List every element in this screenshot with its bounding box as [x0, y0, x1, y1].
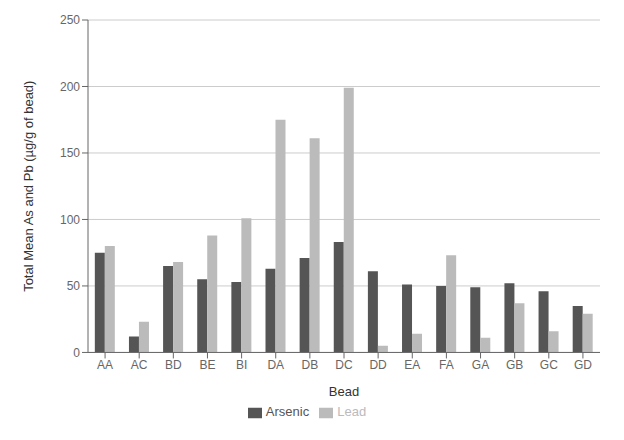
svg-text:GB: GB: [506, 358, 523, 372]
svg-text:DA: DA: [267, 358, 284, 372]
svg-text:GC: GC: [540, 358, 558, 372]
svg-text:GD: GD: [574, 358, 592, 372]
svg-text:DB: DB: [302, 358, 319, 372]
svg-text:BD: BD: [165, 358, 182, 372]
svg-text:AC: AC: [131, 358, 148, 372]
svg-text:0: 0: [73, 346, 80, 360]
svg-text:200: 200: [60, 80, 80, 94]
html-text:Lead: Lead: [337, 404, 367, 420]
svg-text:Bead: Bead: [329, 384, 359, 399]
svg-text:BE: BE: [199, 358, 215, 372]
svg-text:DD: DD: [369, 358, 387, 372]
svg-text:EA: EA: [404, 358, 420, 372]
svg-text:FA: FA: [439, 358, 454, 372]
html-text:Arsenic: Arsenic: [265, 404, 310, 420]
svg-text:250: 250: [60, 13, 80, 27]
svg-text:Total Mean As and Pb (µg/g of: Total Mean As and Pb (µg/g of bead): [21, 81, 36, 292]
svg-text:GA: GA: [472, 358, 489, 372]
svg-text:50: 50: [67, 279, 81, 293]
svg-text:DC: DC: [335, 358, 353, 372]
svg-text:100: 100: [60, 213, 80, 227]
svg-text:AA: AA: [97, 358, 113, 372]
svg-text:150: 150: [60, 146, 80, 160]
svg-text:BI: BI: [236, 358, 247, 372]
